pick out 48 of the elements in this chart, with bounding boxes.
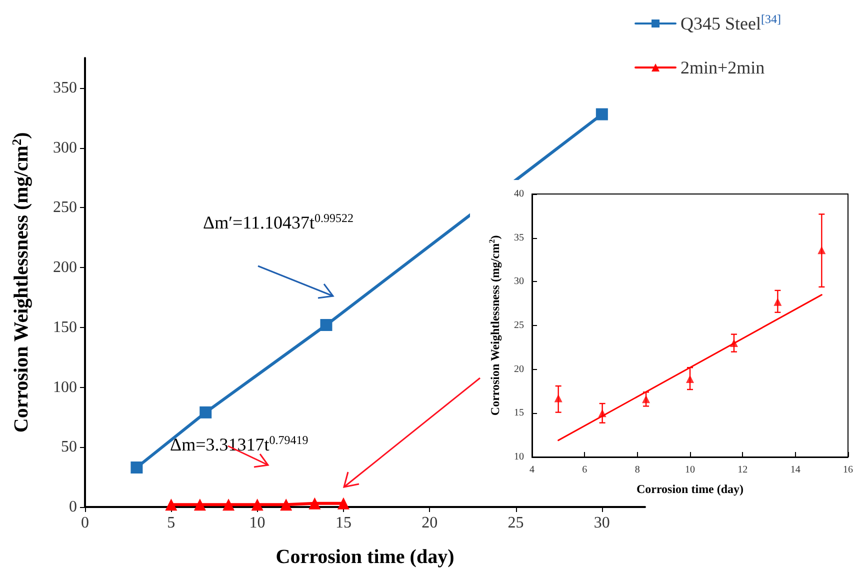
y-tick-label: 40 xyxy=(514,188,524,200)
y-tick-label: 250 xyxy=(53,199,77,216)
x-tick-label: 4 xyxy=(530,464,534,476)
y-tick-label: 200 xyxy=(53,259,77,276)
x-tick-label: 6 xyxy=(582,464,588,476)
y-tick-label: 150 xyxy=(53,318,77,336)
x-tick-label: 20 xyxy=(422,514,438,532)
x-tick-label: 5 xyxy=(167,514,176,532)
point xyxy=(165,498,178,511)
y-axis-title: Corrosion Weightlessness (mg/cm2) xyxy=(9,132,32,433)
y-tick-label: 300 xyxy=(53,139,77,156)
point xyxy=(194,498,206,511)
point xyxy=(320,319,332,332)
point xyxy=(130,461,143,474)
point xyxy=(251,498,264,511)
x-tick-label: 12 xyxy=(738,464,748,476)
point xyxy=(200,406,212,418)
y-tick-label: 50 xyxy=(61,438,77,456)
y-tick-label: 350 xyxy=(53,79,77,96)
point xyxy=(642,395,650,404)
y-tick-label: 20 xyxy=(514,364,524,375)
point xyxy=(554,394,562,402)
x-tick-label: 10 xyxy=(685,464,695,476)
x-tick-label: 16 xyxy=(843,464,853,476)
x-axis-title: Corrosion time (day) xyxy=(276,546,454,568)
point xyxy=(337,497,350,510)
point xyxy=(222,498,235,511)
point xyxy=(308,497,321,510)
x-tick-label: 10 xyxy=(249,514,266,532)
x-axis-title: Corrosion time (day) xyxy=(636,482,744,496)
point xyxy=(774,298,782,306)
point xyxy=(280,498,292,511)
x-tick-label: 0 xyxy=(81,514,89,532)
y-tick-label: 35 xyxy=(514,232,524,244)
y-tick-label: 0 xyxy=(69,498,77,516)
y-axis-title: Corrosion Weightlessness (mg/cm2) xyxy=(488,235,502,416)
x-tick-label: 8 xyxy=(634,464,640,476)
y-tick-label: 15 xyxy=(514,408,524,419)
y-tick-label: 30 xyxy=(514,276,524,288)
y-tick-label: 25 xyxy=(514,320,524,331)
x-tick-label: 30 xyxy=(594,514,610,532)
y-tick-label: 10 xyxy=(514,452,524,462)
x-tick-label: 14 xyxy=(790,464,800,476)
x-tick-label: 15 xyxy=(335,514,352,532)
legend-label: 2min+2min xyxy=(680,58,765,78)
y-tick-label: 100 xyxy=(53,378,77,396)
point xyxy=(596,108,608,120)
point xyxy=(818,246,826,254)
